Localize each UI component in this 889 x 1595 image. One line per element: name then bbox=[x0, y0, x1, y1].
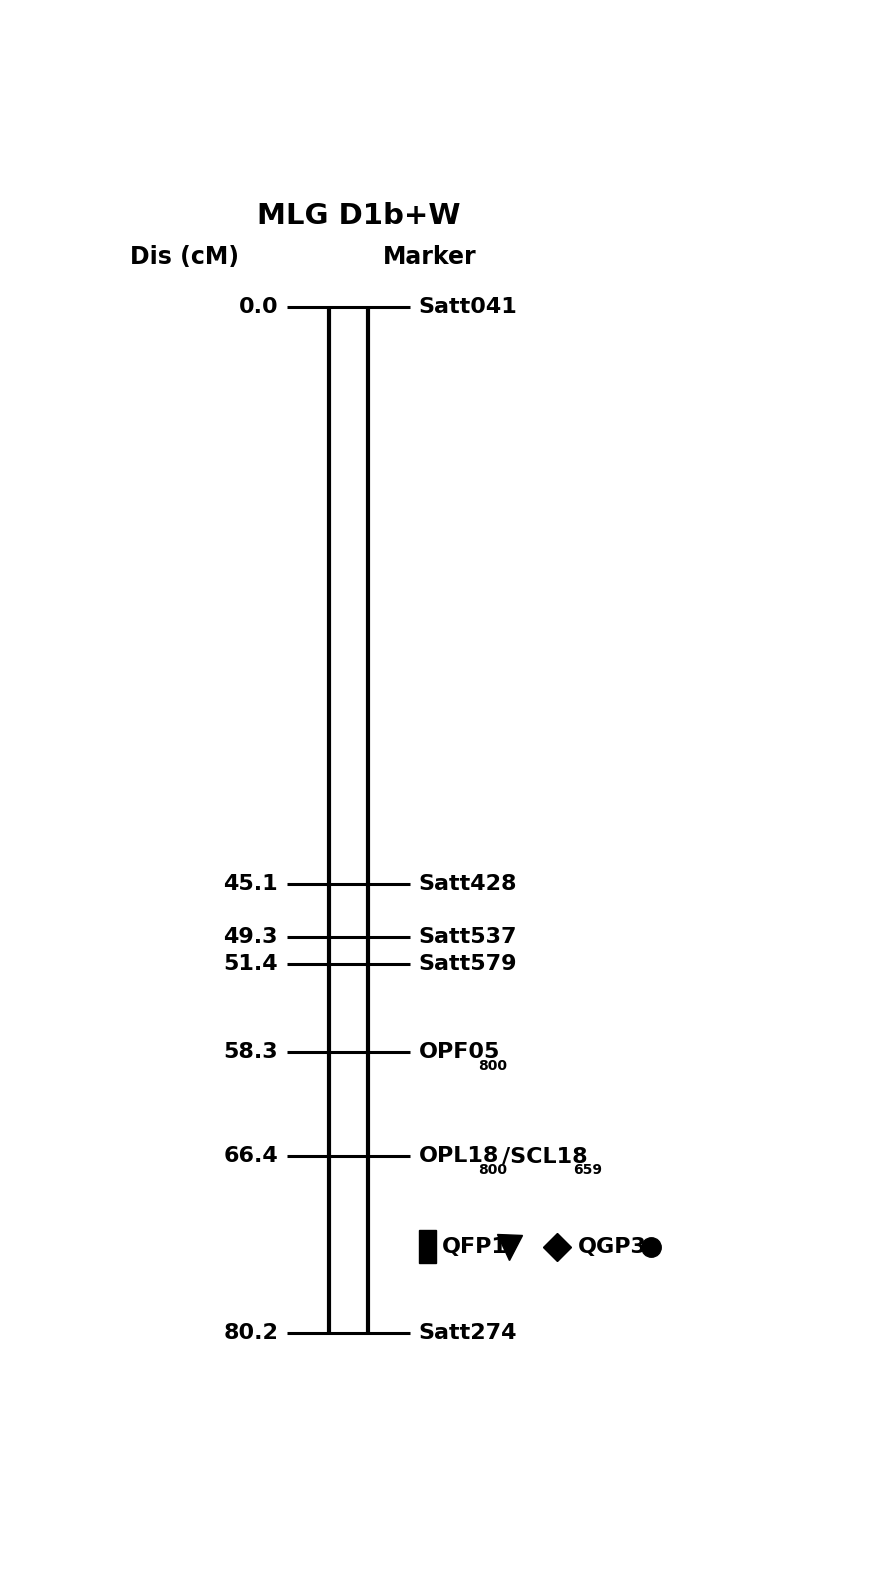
Text: 66.4: 66.4 bbox=[223, 1147, 278, 1166]
Text: Satt579: Satt579 bbox=[419, 954, 517, 975]
Text: Satt537: Satt537 bbox=[419, 927, 517, 947]
Text: 49.3: 49.3 bbox=[223, 927, 278, 947]
Text: 58.3: 58.3 bbox=[223, 1043, 278, 1062]
Text: Satt041: Satt041 bbox=[419, 297, 517, 316]
Text: Satt428: Satt428 bbox=[419, 874, 517, 893]
Text: 51.4: 51.4 bbox=[223, 954, 278, 975]
Text: OPF05: OPF05 bbox=[419, 1043, 501, 1062]
Text: Dis (cM): Dis (cM) bbox=[131, 246, 239, 270]
Text: MLG D1b+W: MLG D1b+W bbox=[257, 201, 461, 230]
Text: Satt274: Satt274 bbox=[419, 1322, 517, 1343]
Text: 800: 800 bbox=[478, 1059, 508, 1073]
Text: QFP1: QFP1 bbox=[442, 1236, 508, 1257]
Text: 80.2: 80.2 bbox=[223, 1322, 278, 1343]
Text: OPL18: OPL18 bbox=[419, 1147, 500, 1166]
Text: 45.1: 45.1 bbox=[223, 874, 278, 893]
Text: 659: 659 bbox=[573, 1163, 602, 1177]
Text: 0.0: 0.0 bbox=[238, 297, 278, 316]
Text: Marker: Marker bbox=[383, 246, 477, 270]
Bar bbox=[419, 1230, 436, 1263]
Text: QGP3: QGP3 bbox=[578, 1236, 647, 1257]
Text: 800: 800 bbox=[478, 1163, 508, 1177]
Text: /SCL18: /SCL18 bbox=[502, 1147, 588, 1166]
